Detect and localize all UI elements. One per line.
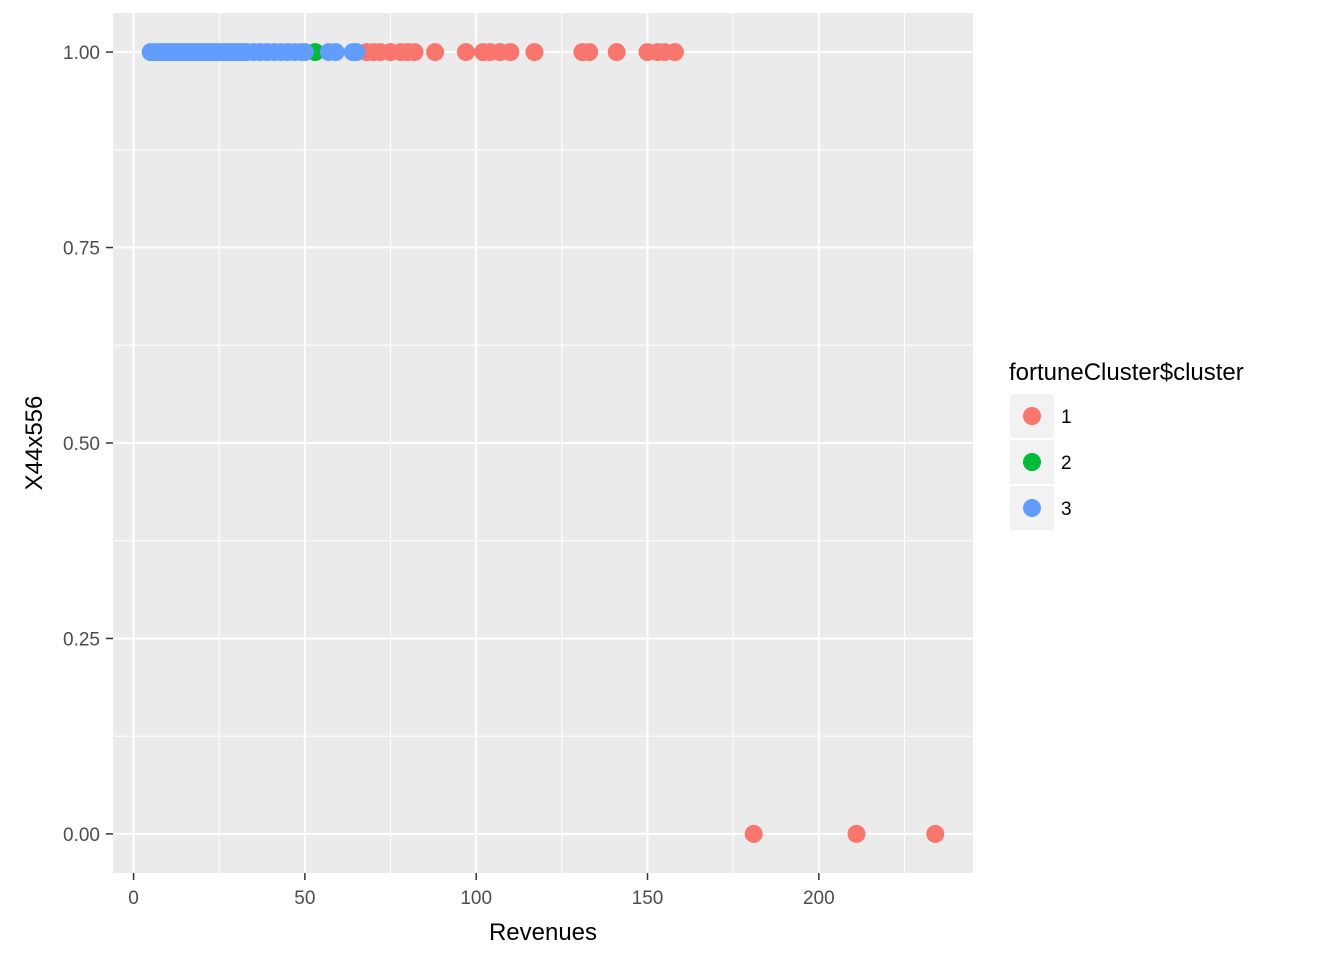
data-point-cluster-1 [665,43,684,62]
legend-item-label: 1 [1061,407,1072,428]
y-tick-label: 0.75 [63,239,100,260]
major-gridlines [113,13,973,873]
legend-key-swatch [1023,453,1041,471]
x-axis: 0 50 100 150 200 [128,873,835,909]
x-axis-title: Revenues [489,919,597,946]
data-point-cluster-3 [295,43,314,62]
data-point-cluster-1 [525,43,544,62]
legend-item-label: 2 [1061,453,1072,474]
legend-key-swatch [1023,499,1041,517]
data-point-cluster-1 [426,43,445,62]
x-tick-label: 200 [803,888,835,909]
data-point-cluster-1 [580,43,599,62]
y-tick-label: 0.25 [63,629,100,650]
y-tick-label: 1.00 [63,43,100,64]
x-tick-label: 100 [460,888,492,909]
data-point-cluster-1 [847,824,866,843]
legend-key-swatch [1023,407,1041,425]
legend-item-label: 3 [1061,499,1072,520]
data-point-cluster-3 [347,43,366,62]
data-point-cluster-3 [326,43,345,62]
data-point-cluster-1 [926,824,945,843]
legend: fortuneCluster$cluster 1 2 3 [1009,359,1244,530]
data-point-cluster-1 [405,43,424,62]
y-axis: 0.00 0.25 0.50 0.75 1.00 [63,43,113,846]
legend-title: fortuneCluster$cluster [1009,359,1244,386]
x-tick-label: 50 [294,888,315,909]
data-point-cluster-1 [501,43,520,62]
x-tick-label: 150 [632,888,664,909]
data-point-cluster-1 [744,824,763,843]
y-tick-label: 0.00 [63,825,100,846]
data-point-cluster-1 [607,43,626,62]
y-tick-label: 0.50 [63,434,100,455]
x-tick-label: 0 [128,888,139,909]
y-axis-title: X44x556 [21,396,48,491]
data-point-cluster-1 [456,43,475,62]
data-points [141,43,945,843]
legend-items: 1 2 3 [1010,394,1072,530]
